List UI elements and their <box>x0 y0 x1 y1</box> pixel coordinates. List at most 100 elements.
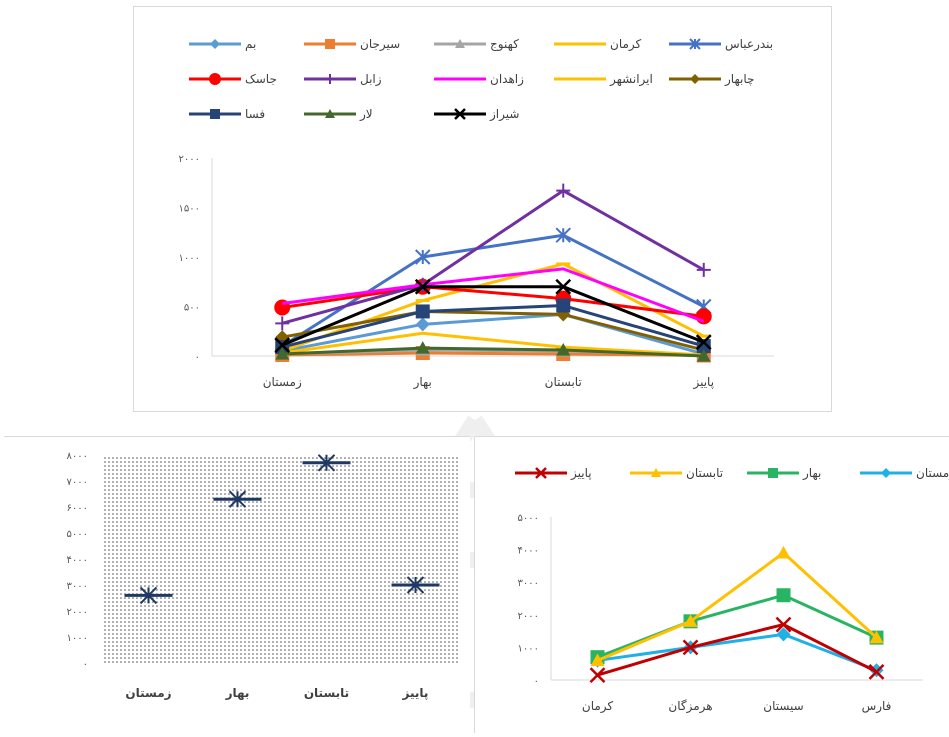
scatter-y-tick: ۵۰۰۰ <box>67 529 88 540</box>
provinces-chart-svg: زمستان بهار تابستان پاییز ۰ ۱۰۰۰ ۲۰۰۰ ۳۰۰۰ ۴۰۰۰ ۵… <box>515 466 949 714</box>
right-point <box>776 588 791 603</box>
right-y-tick: ۳۰۰۰ <box>518 578 539 589</box>
provinces-seasonal-line-chart: زمستان بهار تابستان پاییز ۰ ۱۰۰۰ ۲۰۰۰ ۳۰۰۰ ۴۰۰۰ ۵… <box>474 436 949 733</box>
main-point <box>556 183 571 198</box>
main-legend-item-label: شیراز <box>489 107 519 122</box>
scatter-y-tick: ۱۰۰۰ <box>67 633 88 644</box>
right-y-tick: ۱۰۰۰ <box>518 643 539 654</box>
right-legend-item-marker <box>651 468 661 477</box>
main-y-tick: ۰ <box>195 352 200 363</box>
main-point <box>274 337 291 353</box>
main-legend-item-marker <box>689 38 701 50</box>
right-x-tick: کرمان <box>582 699 614 714</box>
scatter-y-tick: ۳۰۰۰ <box>67 581 88 592</box>
main-point <box>696 262 711 277</box>
right-legend-item-marker <box>881 468 891 478</box>
scatter-chart-svg: ۰ ۱۰۰۰ ۲۰۰۰ ۳۰۰۰ ۴۰۰۰ ۵۰۰۰ ۶۰۰۰ ۷۰۰۰ ۸۰۰۰ زمستان ب… <box>67 451 460 700</box>
right-y-tick: ۵۰۰۰ <box>518 513 539 524</box>
main-series-line <box>282 285 704 318</box>
main-series-line <box>282 351 704 358</box>
cities-seasonal-line-chart: بم سیرجان کهنوج کرمان بندرعباس جاسک زابل زاهدان… <box>133 6 832 412</box>
right-point <box>590 653 605 667</box>
scatter-x-tick: پاییز <box>402 686 429 700</box>
main-legend-item-marker <box>325 109 335 118</box>
right-series-line <box>596 593 878 659</box>
main-point <box>556 343 571 356</box>
main-legend-item-label: بم <box>245 37 256 51</box>
right-point <box>776 545 791 559</box>
main-legend-item-marker <box>575 42 585 46</box>
scatter-point <box>406 576 425 594</box>
cities-chart-svg: بم سیرجان کهنوج کرمان بندرعباس جاسک زابل زاهدان… <box>179 37 774 390</box>
main-x-tick: تابستان <box>545 375 582 389</box>
scatter-y-tick: ۴۰۰۰ <box>67 555 88 566</box>
right-series-line <box>596 551 878 662</box>
main-legend-item-label: کرمان <box>610 37 642 52</box>
main-point <box>696 334 711 338</box>
right-legend-item-label: بهار <box>802 466 821 481</box>
right-point <box>868 663 885 680</box>
main-point <box>275 316 290 331</box>
main-series-line <box>281 304 705 349</box>
main-point <box>415 299 430 303</box>
main-point <box>696 339 711 354</box>
main-point <box>556 262 571 266</box>
right-point <box>683 614 698 627</box>
right-y-tick: ۴۰۰۰ <box>518 546 539 557</box>
main-point <box>555 278 572 295</box>
main-legend-item-marker <box>455 39 465 48</box>
main-point <box>556 298 571 313</box>
scatter-y-tick: ۸۰۰۰ <box>67 451 88 462</box>
scatter-y-tick: ۷۰۰۰ <box>67 477 88 488</box>
main-point <box>414 278 431 295</box>
main-legend-item-label: بندرعباس <box>725 37 773 52</box>
right-x-tick: فارس <box>862 699 892 714</box>
right-legend-item-marker <box>768 468 778 478</box>
main-legend-item-label: جاسک <box>245 72 277 86</box>
scatter-y-tick: ۶۰۰۰ <box>67 503 88 514</box>
main-legend-item-marker <box>454 108 466 120</box>
main-x-tick: پاییز <box>692 375 714 390</box>
right-y-tick: ۰ <box>534 676 539 687</box>
scatter-x-tick: بهار <box>225 686 250 700</box>
main-point <box>275 347 290 360</box>
right-point <box>589 667 606 683</box>
scatter-y-tick: ۲۰۰۰ <box>67 607 88 618</box>
main-legend-item-label: چابهار <box>724 72 754 87</box>
main-y-tick: ۲۰۰۰ <box>179 154 200 165</box>
main-y-tick: ۱۰۰۰ <box>179 253 200 264</box>
right-x-tick: هرمزگان <box>668 699 712 714</box>
main-series-line <box>282 346 704 358</box>
main-series-line <box>281 285 705 347</box>
main-y-tick: ۵۰۰ <box>184 303 200 314</box>
right-legend-item-label: پاییز <box>570 466 592 481</box>
seasonal-scatter-chart: ۰ ۱۰۰۰ ۲۰۰۰ ۳۰۰۰ ۴۰۰۰ ۵۰۰۰ ۶۰۰۰ ۷۰۰۰ ۸۰۰۰ زمستان ب… <box>4 436 470 733</box>
scatter-x-tick: زمستان <box>125 686 171 700</box>
main-legend-item-marker <box>325 39 335 49</box>
main-series-line <box>281 312 705 356</box>
main-legend-item-marker <box>210 39 220 49</box>
main-legend-item-label: زابل <box>360 72 382 87</box>
main-y-tick: ۱۵۰۰ <box>179 204 200 215</box>
right-series-line <box>597 632 878 672</box>
main-series-line <box>281 309 705 352</box>
main-legend-item-label: ایرانشهر <box>609 72 653 87</box>
right-x-tick: سیستان <box>763 699 803 713</box>
scatter-point <box>228 490 247 508</box>
main-point <box>415 304 430 319</box>
scatter-point <box>317 454 336 472</box>
main-legend-item-marker <box>210 109 220 119</box>
main-x-tick: بهار <box>413 375 432 390</box>
right-point <box>869 630 884 644</box>
main-point <box>695 308 712 325</box>
main-x-tick: زمستان <box>263 375 302 390</box>
main-point <box>695 334 712 351</box>
main-legend-item-label: فسا <box>245 107 265 121</box>
main-point <box>555 227 571 243</box>
main-point <box>415 341 430 354</box>
main-legend-item-marker <box>325 74 335 84</box>
main-legend-item-marker <box>209 73 221 85</box>
scatter-x-tick: تابستان <box>304 686 349 700</box>
main-series-line <box>281 233 705 348</box>
right-legend-item-marker <box>535 467 547 479</box>
